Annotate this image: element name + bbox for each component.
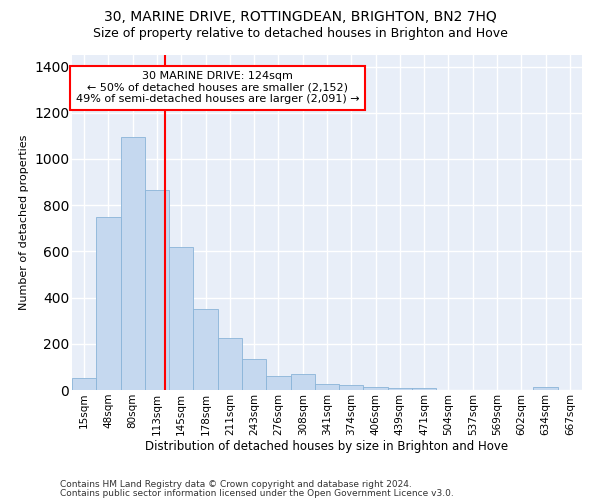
- Bar: [242, 360, 266, 390]
- Text: Contains HM Land Registry data © Crown copyright and database right 2024.: Contains HM Land Registry data © Crown c…: [60, 480, 412, 489]
- Bar: [388, 388, 412, 390]
- Bar: [121, 137, 145, 390]
- Text: Contains public sector information licensed under the Open Government Licence v3: Contains public sector information licen…: [60, 488, 454, 498]
- Bar: [315, 384, 339, 390]
- Bar: [290, 374, 315, 390]
- Text: Size of property relative to detached houses in Brighton and Hove: Size of property relative to detached ho…: [92, 28, 508, 40]
- Bar: [96, 216, 121, 390]
- Bar: [533, 387, 558, 390]
- Bar: [339, 386, 364, 390]
- Bar: [193, 309, 218, 390]
- Text: 30, MARINE DRIVE, ROTTINGDEAN, BRIGHTON, BN2 7HQ: 30, MARINE DRIVE, ROTTINGDEAN, BRIGHTON,…: [104, 10, 496, 24]
- Text: 30 MARINE DRIVE: 124sqm
← 50% of detached houses are smaller (2,152)
49% of semi: 30 MARINE DRIVE: 124sqm ← 50% of detache…: [76, 71, 359, 104]
- Bar: [145, 190, 169, 390]
- Bar: [218, 338, 242, 390]
- X-axis label: Distribution of detached houses by size in Brighton and Hove: Distribution of detached houses by size …: [145, 440, 509, 454]
- Bar: [364, 387, 388, 390]
- Bar: [72, 378, 96, 390]
- Y-axis label: Number of detached properties: Number of detached properties: [19, 135, 29, 310]
- Bar: [169, 247, 193, 390]
- Bar: [412, 388, 436, 390]
- Bar: [266, 376, 290, 390]
